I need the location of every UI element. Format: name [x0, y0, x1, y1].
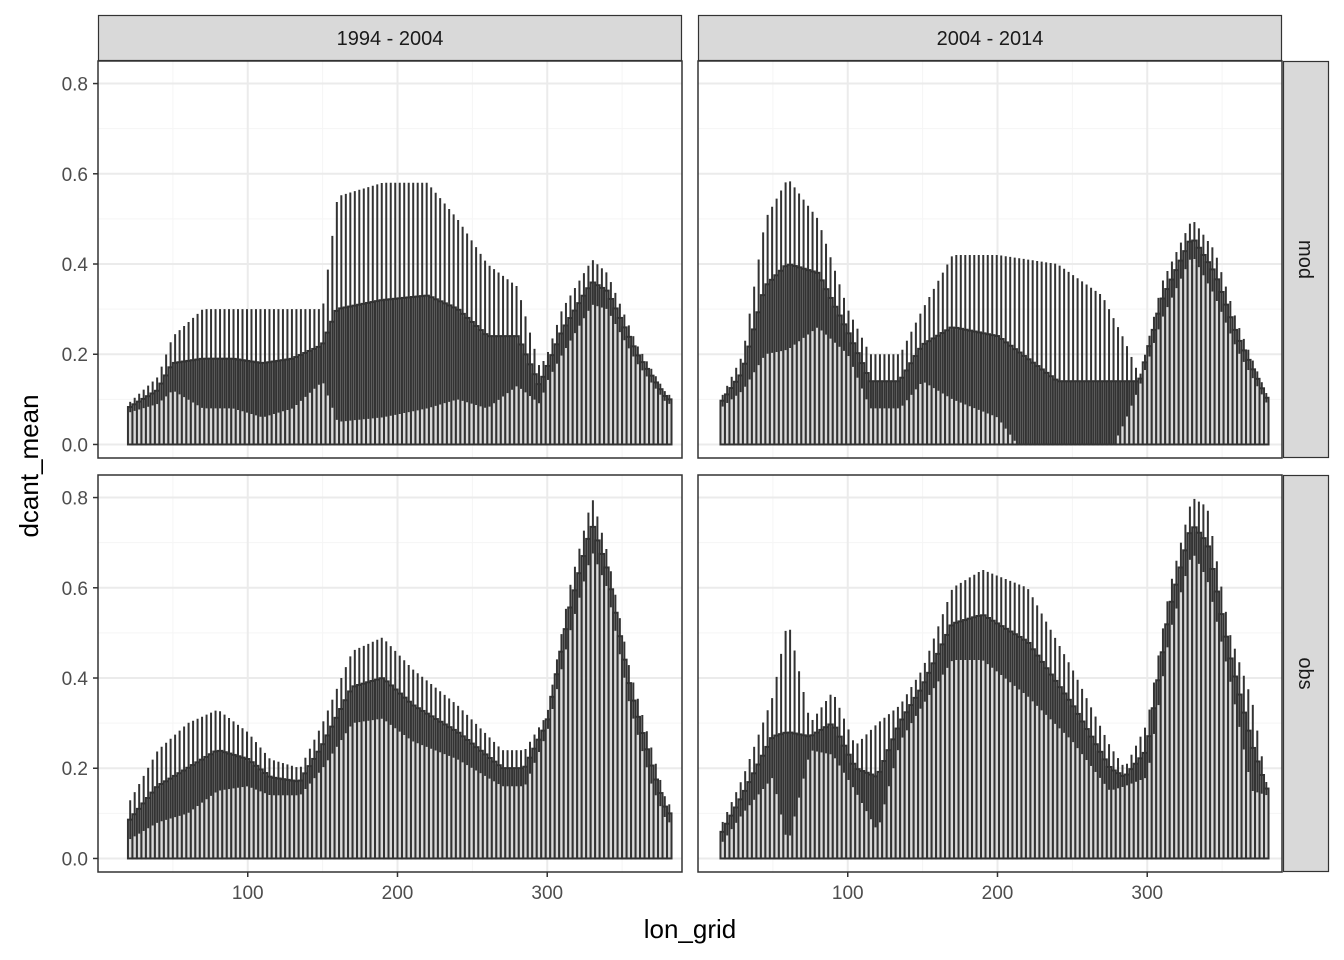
x-tick-label: 200: [382, 883, 414, 904]
x-tick-label: 300: [531, 883, 563, 904]
y-tick-label: 0.0: [62, 849, 88, 870]
panel-border: [97, 474, 683, 873]
y-axis-title: dcant_mean: [14, 394, 44, 537]
panel-border: [697, 60, 1283, 459]
panel-border: [697, 474, 1283, 873]
strip-label-column: 1994 - 2004: [337, 28, 444, 50]
y-tick-label: 0.6: [62, 579, 88, 600]
x-tick-label: 200: [982, 883, 1014, 904]
y-tick-label: 0.4: [62, 255, 89, 276]
panel-obs-1: [697, 474, 1283, 873]
bar: [666, 398, 673, 446]
y-tick-label: 0.2: [62, 759, 88, 780]
facet-strip-top: 1994 - 2004: [97, 14, 683, 62]
panel-mod-0: [97, 60, 683, 459]
facet-strip-top: 2004 - 2014: [697, 14, 1283, 62]
panel-obs-0: [97, 474, 683, 873]
strip-label-column: 2004 - 2014: [937, 28, 1044, 50]
strip-label-row: obs: [1294, 657, 1316, 689]
y-tick-label: 0.0: [62, 435, 88, 456]
y-tick-label: 0.6: [62, 165, 88, 186]
panel-mod-1: [697, 60, 1283, 459]
x-tick-label: 100: [232, 883, 264, 904]
x-tick-label: 300: [1131, 883, 1163, 904]
strip-background: [1282, 474, 1330, 873]
y-tick-label: 0.8: [62, 75, 88, 96]
bar: [1263, 396, 1270, 446]
x-tick-label: 100: [832, 883, 864, 904]
strip-background: [1282, 60, 1330, 459]
strip-background: [697, 14, 1283, 62]
facet-strip-right: mod: [1282, 60, 1330, 459]
facet-strip-right: obs: [1282, 474, 1330, 873]
x-axis-title: lon_grid: [644, 914, 737, 944]
strip-label-row: mod: [1294, 240, 1316, 279]
y-tick-label: 0.8: [62, 489, 88, 510]
panel-border: [97, 60, 683, 459]
strip-background: [97, 14, 683, 62]
y-tick-label: 0.4: [62, 669, 89, 690]
y-tick-label: 0.2: [62, 345, 88, 366]
bar: [1263, 787, 1270, 860]
